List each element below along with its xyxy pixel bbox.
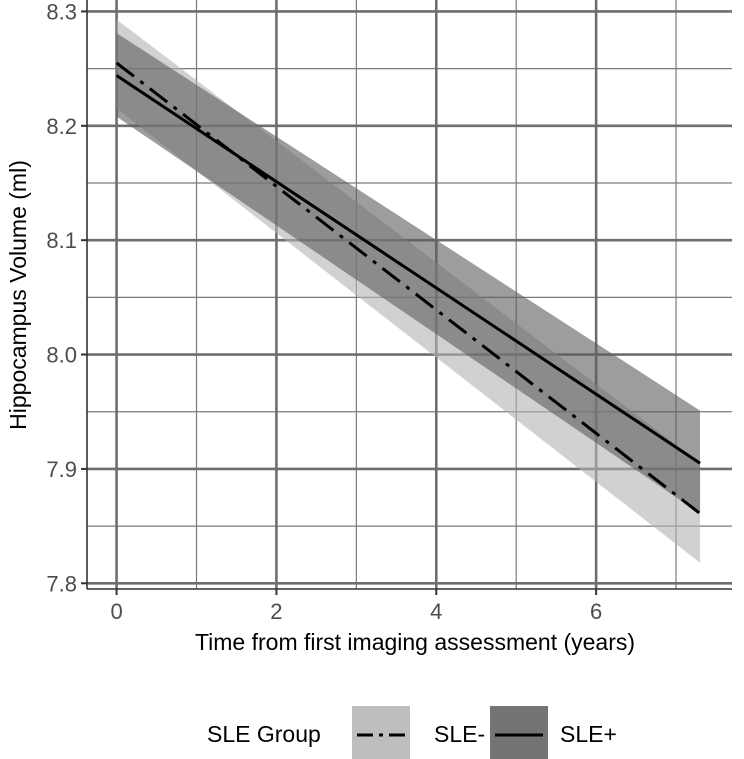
x-tick-label: 6 (590, 599, 602, 624)
legend-label: SLE+ (560, 721, 617, 747)
confidence-band (116, 33, 701, 514)
y-tick-label: 8.2 (46, 114, 77, 139)
x-tick-label: 2 (270, 599, 282, 624)
fit-line (115, 61, 701, 515)
x-tick-label: 0 (110, 599, 122, 624)
x-axis-title: Time from first imaging assessment (year… (195, 629, 635, 655)
y-tick-label: 8.0 (46, 343, 77, 368)
legend-key-band (490, 706, 548, 759)
fit-lines (115, 61, 701, 515)
legend-label: SLE- (434, 721, 485, 747)
x-axis: 0 2 4 6 (87, 588, 732, 624)
x-tick-label: 4 (430, 599, 442, 624)
legend: SLE Group SLE- SLE+ (207, 706, 617, 759)
legend-key-band (352, 706, 410, 759)
y-axis-title: Hippocampus Volume (ml) (5, 160, 31, 430)
y-axis: 7.8 7.9 8.0 8.1 8.2 8.3 (46, 0, 88, 596)
fit-line (115, 74, 701, 465)
y-tick-label: 7.9 (46, 457, 77, 482)
y-tick-label: 7.8 (46, 571, 77, 596)
legend-title: SLE Group (207, 721, 321, 747)
y-tick-label: 8.1 (46, 228, 77, 253)
y-tick-label: 8.3 (46, 0, 77, 24)
confidence-bands (116, 19, 701, 563)
